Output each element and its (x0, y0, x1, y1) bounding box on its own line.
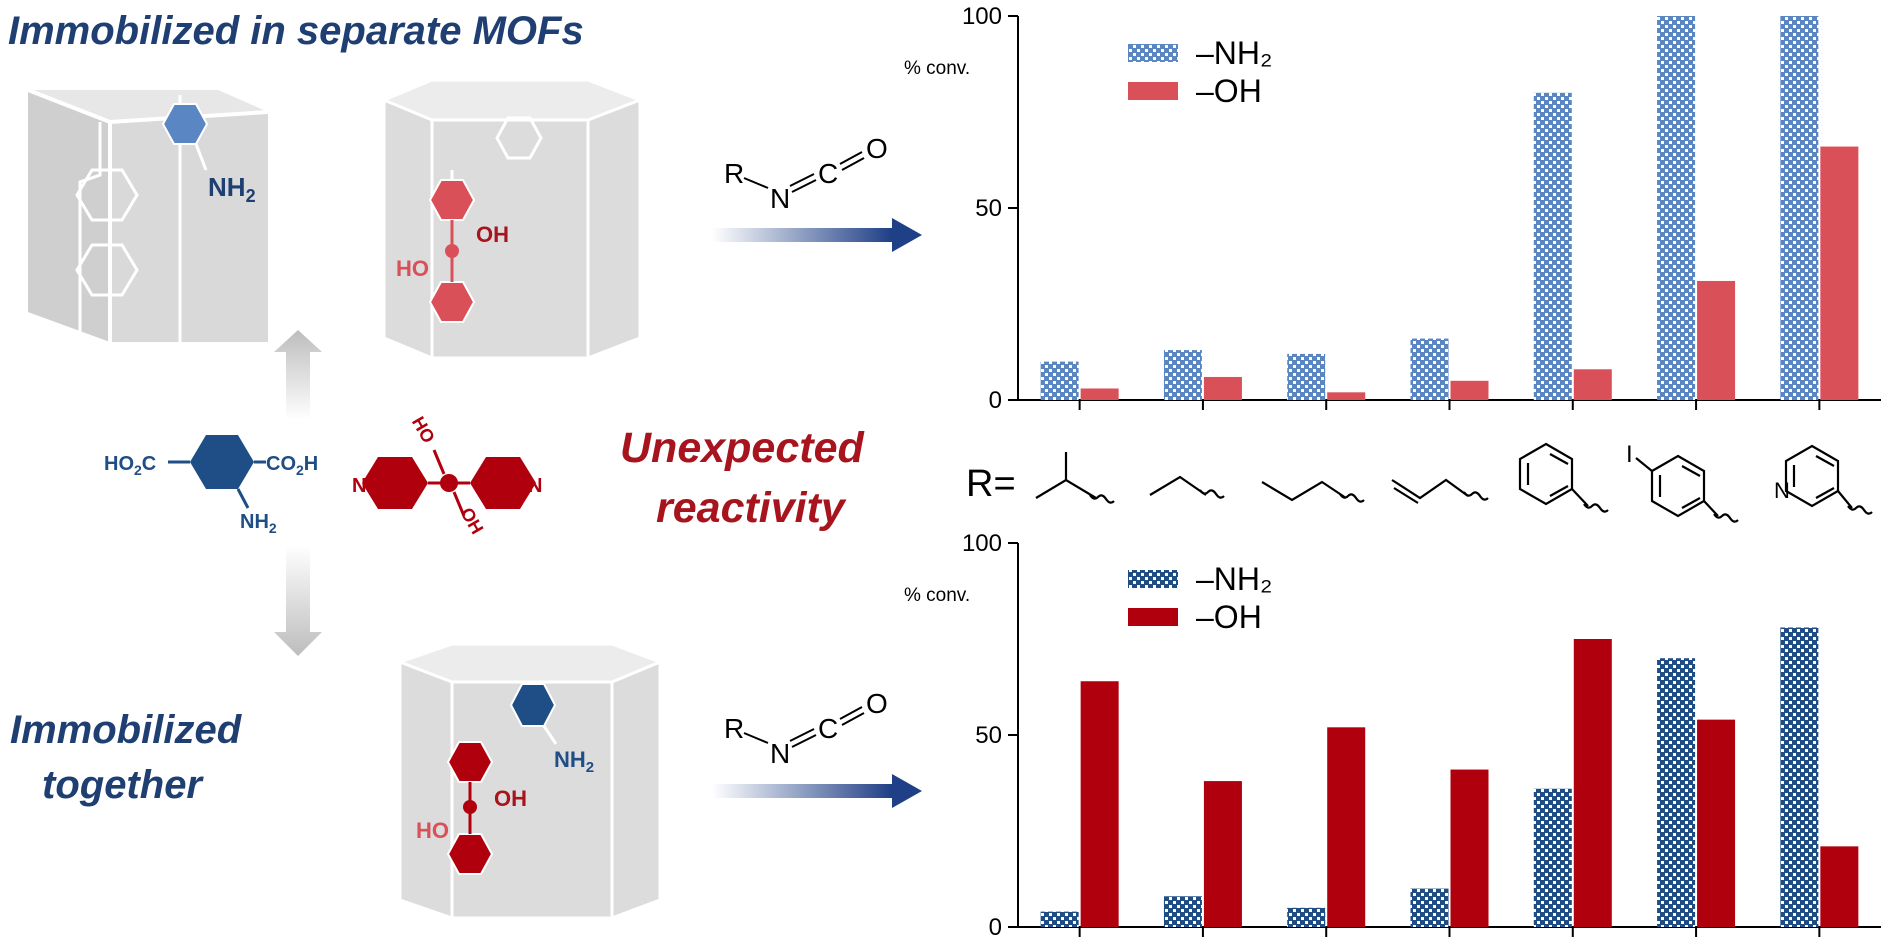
bar-nh2-phenyl (1533, 788, 1572, 927)
y-tick-label: 50 (975, 722, 1002, 749)
bar-nh2-phenyl (1533, 92, 1572, 401)
bar-oh-3-pyridyl (1820, 146, 1859, 400)
bar-oh-ethyl (1203, 376, 1242, 400)
legend-swatch-oh (1128, 608, 1178, 626)
pyridyl-structure (1784, 444, 1840, 508)
bar-oh-propyl (1327, 392, 1366, 400)
bar-nh2-isopropyl (1040, 911, 1079, 927)
substituent-structures (1035, 442, 1873, 523)
svg-text:N: N (770, 183, 790, 214)
bar-oh-3-pyridyl (1820, 846, 1859, 927)
y-axis-label: % conv. (904, 585, 970, 606)
bar-nh2-propyl (1287, 353, 1326, 400)
amino-terephthalic-linker (168, 435, 266, 509)
reaction-arrow-top (712, 218, 922, 252)
arrow-up (274, 330, 322, 420)
oh-label-top: OH (476, 222, 509, 247)
title-together-line2: together (42, 763, 204, 807)
svg-text:R: R (724, 713, 744, 744)
bar-oh-4-iodophenyl (1697, 719, 1736, 927)
mof-prism-oh (382, 78, 642, 360)
ho-label-bottom: HO (416, 818, 449, 843)
bar-nh2-isopropyl (1040, 361, 1079, 400)
bar-oh-isopropyl (1080, 388, 1119, 400)
bar-nh2-ethyl (1163, 896, 1202, 927)
bar-nh2-propyl (1287, 907, 1326, 927)
bar-oh-ethyl (1203, 781, 1242, 927)
bar-nh2-4-iodophenyl (1657, 16, 1696, 400)
y-tick-label: 50 (975, 195, 1002, 222)
bar-nh2-3-pyridyl (1780, 627, 1819, 927)
y-tick-label: 100 (962, 530, 1002, 557)
linker-nh2-label: NH2 (240, 511, 277, 536)
svg-text:N: N (770, 738, 790, 769)
legend-label-oh: –OH (1196, 599, 1262, 635)
propyl-structure (1261, 480, 1347, 502)
nh2-label-bottom: NH2 (554, 747, 594, 776)
chart-bottom: 0 50 100 % conv. –NH₂–OH (904, 530, 1881, 941)
svg-text:O: O (866, 133, 888, 164)
legend-swatch-oh (1128, 82, 1178, 100)
ho-label-top: HO (396, 256, 429, 281)
svg-text:C: C (818, 158, 838, 189)
y-axis-label: % conv. (904, 58, 970, 79)
reaction-arrow-bottom (712, 774, 922, 808)
bar-oh-phenyl (1573, 369, 1612, 400)
title-together-line1: Immobilized (10, 708, 243, 752)
linker-n-left: N (352, 475, 366, 497)
bar-nh2-allyl (1410, 888, 1449, 927)
bar-nh2-4-iodophenyl (1657, 658, 1696, 927)
legend-label-nh2: –NH₂ (1196, 561, 1272, 597)
oh-label-bottom: OH (494, 786, 527, 811)
phenyl-structure (1518, 442, 1574, 506)
ho2c-label: HO2C (104, 453, 156, 478)
mof-box-nh2 (27, 88, 269, 342)
legend-label-oh: –OH (1196, 73, 1262, 109)
co2h-label: CO2H (266, 453, 318, 478)
bar-nh2-3-pyridyl (1780, 16, 1819, 400)
bar-oh-propyl (1327, 727, 1366, 927)
legend-swatch-nh2 (1128, 570, 1178, 588)
isopropyl-structure (1035, 478, 1097, 499)
y-tick-label: 0 (989, 914, 1002, 941)
reactivity-text: reactivity (656, 484, 847, 532)
bar-nh2-allyl (1410, 338, 1449, 400)
title-separate-mofs: Immobilized in separate MOFs (8, 9, 584, 53)
iodo-label: I (1626, 441, 1633, 468)
isocyanate-reagent-top: R N C O (724, 133, 888, 214)
svg-text:C: C (818, 713, 838, 744)
pyridyl-n-label: N (1774, 478, 1790, 503)
allyl-structure (1391, 478, 1469, 500)
dipyridyl-diol-linker (362, 449, 536, 517)
legend-label-nh2: –NH₂ (1196, 35, 1272, 71)
chart-top: 0 50 100 % conv. –NH₂–OH (904, 3, 1881, 414)
isocyanate-reagent-bottom: R N C O (724, 688, 888, 769)
y-tick-label: 0 (989, 387, 1002, 414)
svg-text:O: O (866, 688, 888, 719)
mof-prism-together (398, 642, 662, 920)
ethyl-structure (1149, 475, 1207, 496)
unexpected-text: Unexpected (620, 424, 864, 472)
arrow-down (274, 545, 322, 656)
bar-oh-allyl (1450, 769, 1489, 927)
y-tick-label: 100 (962, 3, 1002, 30)
bar-nh2-ethyl (1163, 350, 1202, 400)
nh2-label-top: NH2 (208, 172, 256, 206)
bar-oh-allyl (1450, 380, 1489, 400)
svg-text:R: R (724, 158, 744, 189)
linker-ho-label: HO (408, 413, 439, 446)
linker-n-right: N (528, 475, 542, 497)
bar-oh-phenyl (1573, 639, 1612, 927)
bar-oh-4-iodophenyl (1697, 280, 1736, 400)
legend-swatch-nh2 (1128, 44, 1178, 62)
r-equals-label: R= (966, 463, 1016, 505)
bar-oh-isopropyl (1080, 681, 1119, 927)
